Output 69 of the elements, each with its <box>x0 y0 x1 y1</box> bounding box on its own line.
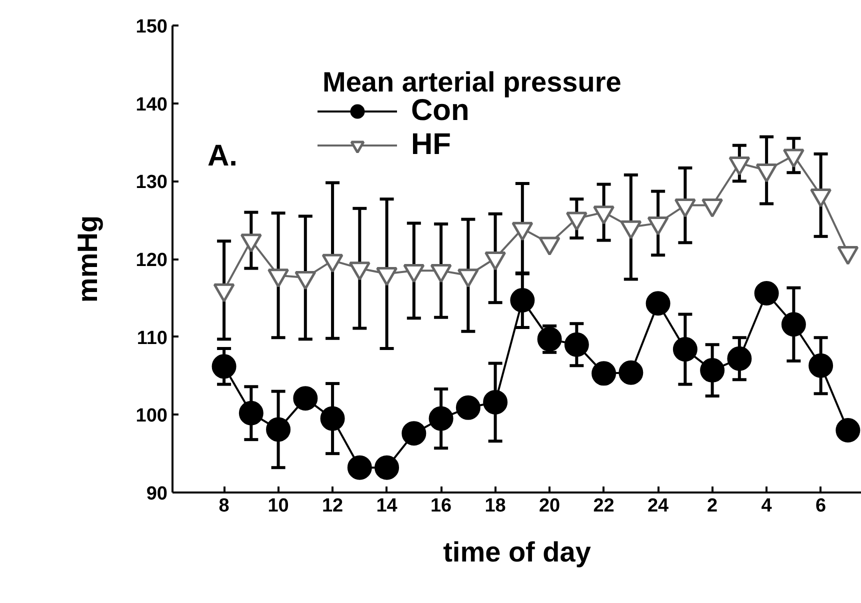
point <box>428 406 454 431</box>
x-tick-label: 20 <box>538 496 560 516</box>
point <box>402 421 426 446</box>
x-tick-label: 14 <box>376 496 398 516</box>
point <box>320 406 345 431</box>
point <box>564 332 589 357</box>
point <box>702 198 724 218</box>
point <box>512 222 534 241</box>
x-tick-label: 12 <box>322 496 344 516</box>
point <box>672 337 698 362</box>
point <box>620 220 642 240</box>
point <box>293 386 318 411</box>
point <box>836 418 860 442</box>
point <box>674 198 696 218</box>
point <box>781 312 806 337</box>
point <box>727 346 752 371</box>
point <box>646 291 670 316</box>
point <box>322 254 344 273</box>
y-tick-label: 90 <box>146 484 168 504</box>
annotation: A. <box>208 140 238 172</box>
point <box>618 360 644 385</box>
point <box>268 268 290 288</box>
point <box>294 270 316 290</box>
x-tick-label: 18 <box>484 496 506 516</box>
point <box>213 283 235 302</box>
point <box>403 264 425 283</box>
point <box>810 188 832 208</box>
point <box>212 354 236 379</box>
x-tick-label: 6 <box>816 496 826 516</box>
x-tick-label: 10 <box>268 496 289 516</box>
point <box>483 390 508 414</box>
point <box>374 455 400 480</box>
x-tick-label: 16 <box>430 496 452 516</box>
x-tick-label: 22 <box>593 496 614 516</box>
point <box>266 417 291 442</box>
point <box>456 395 480 420</box>
point <box>484 251 506 270</box>
y-axis-title: mmHg <box>72 215 103 303</box>
x-axis-title: time of day <box>443 536 592 568</box>
x-tick-label: 2 <box>707 496 718 516</box>
y-tick-label: 110 <box>136 328 168 349</box>
x-tick-label: 4 <box>761 496 772 516</box>
point <box>430 264 452 283</box>
point <box>808 353 834 378</box>
point <box>700 358 725 383</box>
x-tick-label: 24 <box>647 496 670 516</box>
y-tick-label: 150 <box>136 16 168 38</box>
point <box>537 326 562 352</box>
point <box>782 148 804 168</box>
y-tick-label: 140 <box>136 94 168 116</box>
point <box>538 236 560 256</box>
y-tick-label: 120 <box>136 250 168 271</box>
point <box>376 267 398 286</box>
point <box>647 216 669 236</box>
point <box>240 234 262 253</box>
legend-label: HF <box>411 128 451 162</box>
y-tick-label: 100 <box>136 406 168 427</box>
y-tick-label: 130 <box>136 172 168 194</box>
point <box>593 206 615 225</box>
x-tick-label: 8 <box>218 496 230 516</box>
point <box>347 455 372 480</box>
point <box>348 262 370 281</box>
point <box>837 246 859 265</box>
point <box>592 361 616 386</box>
point <box>457 268 479 288</box>
point <box>566 212 588 231</box>
point <box>728 156 750 176</box>
point <box>238 400 264 426</box>
point <box>756 164 778 182</box>
